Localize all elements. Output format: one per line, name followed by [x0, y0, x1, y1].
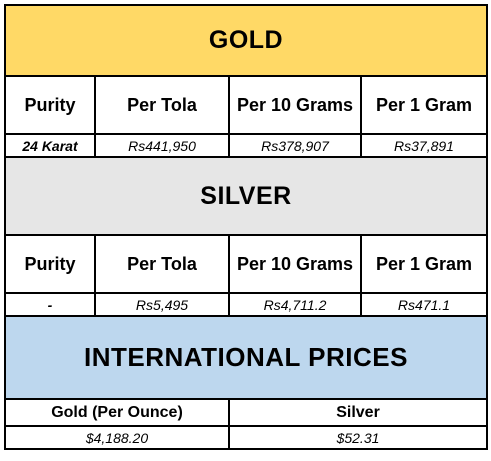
gold-header-per-1-gram: Per 1 Gram	[362, 77, 488, 135]
silver-section-title: SILVER	[4, 158, 488, 236]
gold-header-per-10-grams: Per 10 Grams	[230, 77, 362, 135]
international-header-gold: Gold (Per Ounce)	[4, 400, 230, 427]
silver-per-10-grams-value: Rs4,711.2	[230, 294, 362, 317]
international-banner-row: INTERNATIONAL PRICES	[4, 317, 488, 400]
silver-purity-value: -	[4, 294, 96, 317]
silver-header-per-tola: Per Tola	[96, 236, 230, 294]
silver-header-per-10-grams: Per 10 Grams	[230, 236, 362, 294]
international-header-silver: Silver	[230, 400, 488, 427]
international-value-row: $4,188.20 $52.31	[4, 427, 488, 450]
silver-header-row: Purity Per Tola Per 10 Grams Per 1 Gram	[4, 236, 488, 294]
silver-per-1-gram-value: Rs471.1	[362, 294, 488, 317]
gold-per-tola-value: Rs441,950	[96, 135, 230, 158]
silver-per-tola-value: Rs5,495	[96, 294, 230, 317]
gold-per-10-grams-value: Rs378,907	[230, 135, 362, 158]
gold-header-row: Purity Per Tola Per 10 Grams Per 1 Gram	[4, 77, 488, 135]
gold-purity-value: 24 Karat	[4, 135, 96, 158]
international-section-title: INTERNATIONAL PRICES	[4, 317, 488, 400]
silver-header-purity: Purity	[4, 236, 96, 294]
silver-banner-row: SILVER	[4, 158, 488, 236]
gold-header-purity: Purity	[4, 77, 96, 135]
gold-header-per-tola: Per Tola	[96, 77, 230, 135]
silver-header-per-1-gram: Per 1 Gram	[362, 236, 488, 294]
gold-per-1-gram-value: Rs37,891	[362, 135, 488, 158]
gold-value-row: 24 Karat Rs441,950 Rs378,907 Rs37,891	[4, 135, 488, 158]
gold-banner-row: GOLD	[4, 4, 488, 77]
international-silver-value: $52.31	[230, 427, 488, 450]
international-gold-value: $4,188.20	[4, 427, 230, 450]
international-header-row: Gold (Per Ounce) Silver	[4, 400, 488, 427]
gold-section-title: GOLD	[4, 4, 488, 77]
silver-value-row: - Rs5,495 Rs4,711.2 Rs471.1	[4, 294, 488, 317]
price-sheet: GOLD Purity Per Tola Per 10 Grams Per 1 …	[4, 4, 488, 456]
